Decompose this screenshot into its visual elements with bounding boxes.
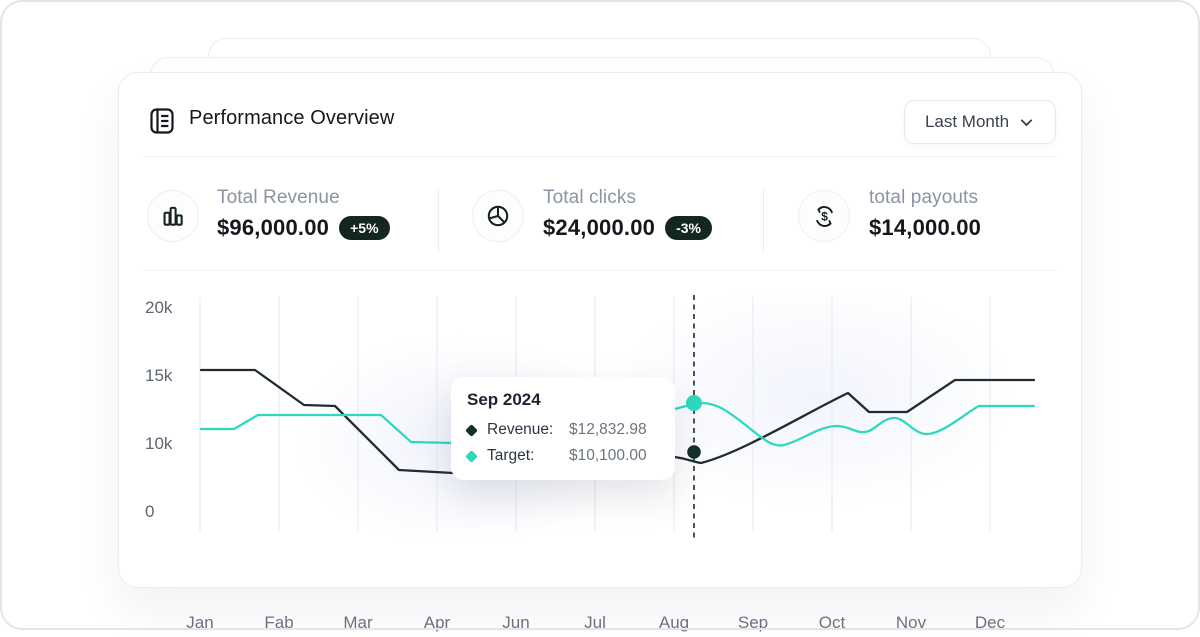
chart-tooltip: Sep 2024 Revenue: $12,832.98 Target: $10… [451,377,675,480]
stat-label: Total clicks [543,187,712,209]
pie-chart-icon [485,203,511,229]
period-selector-value: Last Month [925,112,1009,132]
stat-value: $24,000.00 [543,215,655,241]
target-diamond-marker [465,450,478,463]
x-tick-label: Nov [896,613,926,633]
stat-total-clicks: Total clicks $24,000.00 -3% [543,187,712,241]
y-tick-label: 20k [145,298,172,318]
tooltip-row-revenue: Revenue: $12,832.98 [467,421,659,439]
stat-label: Total Revenue [217,187,390,209]
performance-chart: Sep 2024 Revenue: $12,832.98 Target: $10… [181,291,1051,541]
stat-icon-circle [147,190,199,242]
dollar-refresh-icon: $ [811,203,838,230]
header-divider [143,156,1057,157]
revenue-point-dot[interactable] [687,445,701,459]
y-tick-label: 15k [145,366,172,386]
x-tick-label: Apr [424,613,450,633]
x-tick-label: Jun [502,613,529,633]
x-tick-label: Dec [975,613,1005,633]
stat-total-payouts: total payouts $14,000.00 [869,187,981,241]
stat-value: $14,000.00 [869,215,981,241]
tooltip-row-label: Revenue: [487,421,569,439]
x-tick-label: Mar [343,613,372,633]
stats-divider [438,189,439,253]
tooltip-row-value: $10,100.00 [569,447,647,465]
svg-text:$: $ [821,209,828,223]
status-badge: +5% [339,216,389,240]
stats-divider-bottom [143,270,1057,271]
chevron-down-icon [1018,114,1035,131]
revenue-diamond-marker [465,424,478,437]
tooltip-row-label: Target: [487,447,569,465]
status-badge: -3% [665,216,712,240]
x-tick-label: Jul [584,613,606,633]
x-axis: Jan Fab Mar Apr Jun Jul Aug Sep Oct Nov Dec [181,613,1051,637]
stat-label: total payouts [869,187,981,209]
target-point-dot[interactable] [686,395,702,411]
tooltip-title: Sep 2024 [467,390,659,410]
performance-overview-card: Performance Overview Last Month Total Re… [118,72,1082,588]
page-title: Performance Overview [189,107,394,130]
y-tick-label: 10k [145,434,172,454]
x-tick-label: Jan [186,613,213,633]
notebook-icon [147,106,177,136]
y-tick-label: 0 [145,502,154,522]
stat-value: $96,000.00 [217,215,329,241]
stat-icon-circle: $ [798,190,850,242]
x-tick-label: Oct [819,613,845,633]
period-selector-dropdown[interactable]: Last Month [904,100,1056,144]
stats-divider [763,189,764,253]
tooltip-row-value: $12,832.98 [569,421,647,439]
bar-chart-icon [160,203,186,229]
tooltip-row-target: Target: $10,100.00 [467,447,659,465]
x-tick-label: Sep [738,613,768,633]
x-tick-label: Aug [659,613,689,633]
stat-total-revenue: Total Revenue $96,000.00 +5% [217,187,390,241]
stat-icon-circle [472,190,524,242]
x-tick-label: Fab [264,613,293,633]
